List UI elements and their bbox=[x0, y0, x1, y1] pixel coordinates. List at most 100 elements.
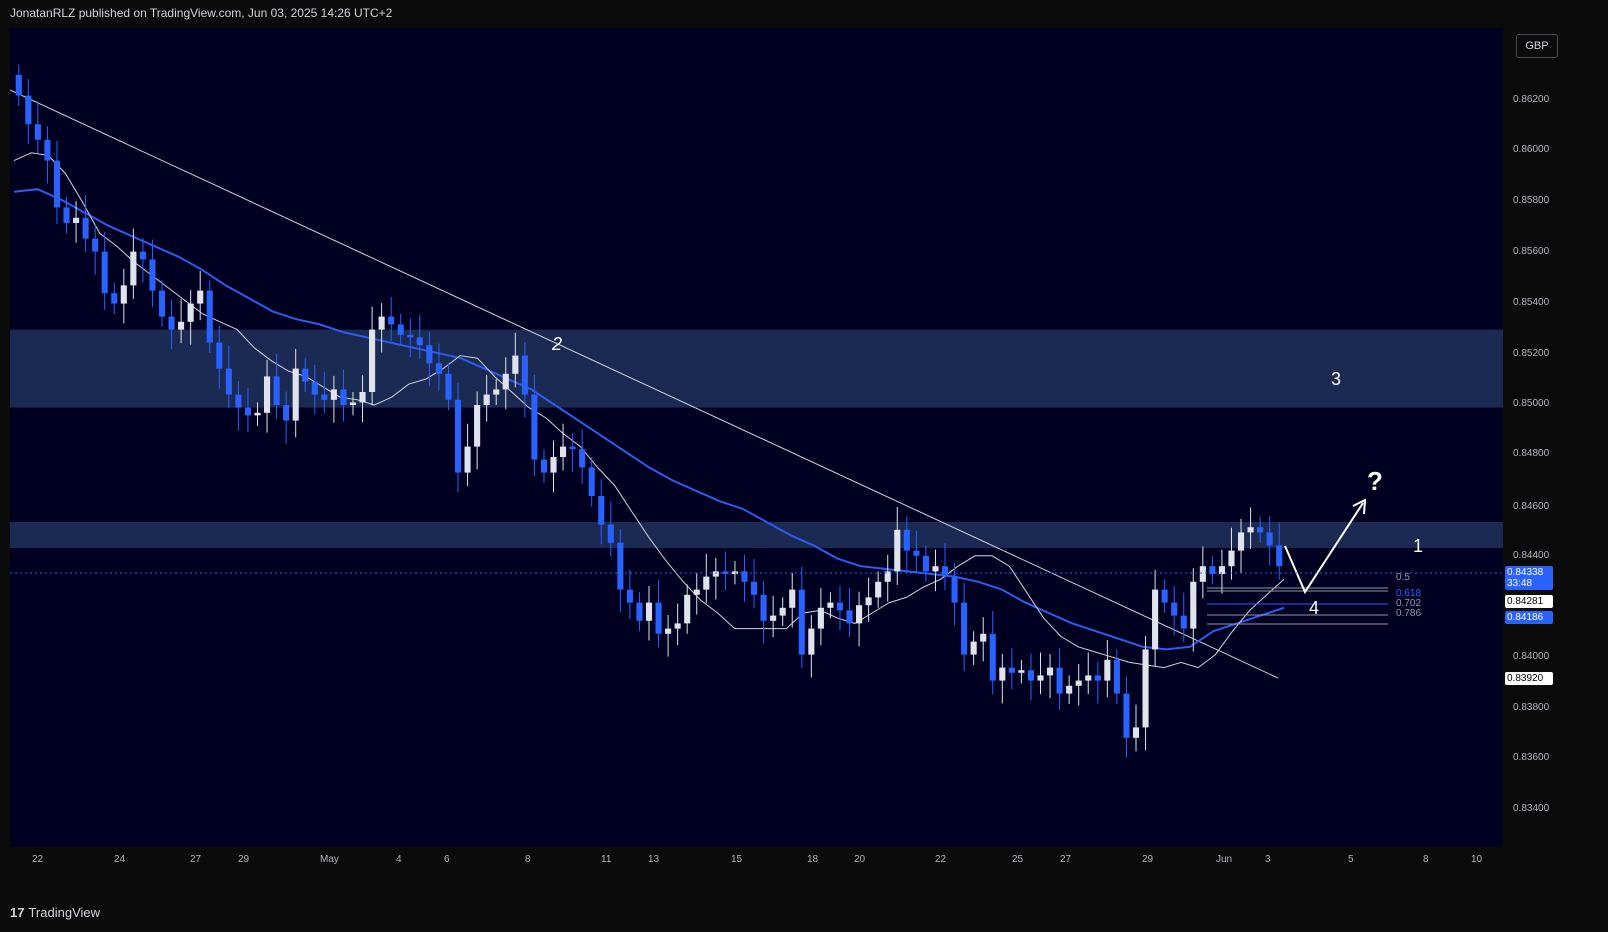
fib-level-label: 0.786 bbox=[1396, 608, 1421, 619]
candle-body bbox=[1218, 566, 1225, 574]
slow-moving-average-line bbox=[13, 188, 1285, 651]
candle-body bbox=[92, 238, 99, 252]
currency-button[interactable]: GBP bbox=[1516, 34, 1558, 58]
candle-body bbox=[225, 368, 232, 395]
candle-body bbox=[569, 446, 576, 450]
candle-body bbox=[951, 576, 958, 603]
candle-body bbox=[1209, 566, 1216, 574]
candle bbox=[1171, 585, 1178, 636]
candle bbox=[1152, 569, 1159, 667]
candle-body bbox=[502, 373, 509, 390]
candle-body bbox=[416, 337, 423, 346]
candle bbox=[1085, 652, 1092, 695]
candle-body bbox=[798, 589, 805, 655]
price-axis-marker: 0.84338 33:48 bbox=[1505, 566, 1553, 590]
candle bbox=[407, 318, 414, 358]
price-tick-label: 0.85800 bbox=[1513, 195, 1550, 206]
price-tick-label: 0.83400 bbox=[1513, 803, 1550, 814]
candle-body bbox=[1247, 527, 1254, 533]
candle-body bbox=[1027, 670, 1035, 681]
candle-body bbox=[454, 399, 462, 473]
candle bbox=[617, 529, 624, 613]
candle bbox=[273, 353, 280, 419]
time-tick-label: 18 bbox=[807, 854, 819, 865]
time-tick-label: 8 bbox=[525, 854, 531, 865]
candle-body bbox=[665, 628, 672, 634]
candle-body bbox=[760, 594, 767, 621]
candle bbox=[550, 440, 557, 493]
candle bbox=[865, 577, 872, 622]
candle-body bbox=[1180, 615, 1187, 629]
candle bbox=[655, 579, 662, 648]
time-tick-label: 4 bbox=[396, 854, 402, 865]
candle bbox=[178, 298, 185, 344]
time-tick-label: 15 bbox=[731, 854, 743, 865]
candle-body bbox=[302, 368, 309, 382]
candle-body bbox=[512, 355, 519, 374]
candle bbox=[53, 140, 61, 225]
candle-body bbox=[1237, 532, 1245, 551]
candle-body bbox=[206, 290, 213, 343]
candle-body bbox=[560, 446, 567, 457]
candle-body bbox=[655, 602, 662, 634]
candle bbox=[416, 314, 423, 359]
time-tick-label: 10 bbox=[1471, 854, 1483, 865]
candle-body bbox=[359, 392, 366, 403]
chart-plot-area[interactable]: 0.5 0.618 0.702 0.786 3 1 2 4? bbox=[10, 28, 1503, 847]
candle-body bbox=[703, 576, 710, 590]
time-tick-label: 25 bbox=[1012, 854, 1024, 865]
candle bbox=[149, 239, 156, 308]
candle bbox=[779, 597, 786, 626]
candle-body bbox=[1257, 527, 1264, 533]
candle bbox=[665, 615, 672, 657]
candle bbox=[1237, 518, 1245, 574]
price-tick-label: 0.86200 bbox=[1513, 94, 1550, 105]
candle bbox=[25, 78, 32, 144]
candle bbox=[512, 332, 519, 388]
candle bbox=[1037, 652, 1044, 695]
candle bbox=[349, 392, 357, 416]
candle bbox=[1199, 546, 1206, 599]
candle bbox=[598, 479, 605, 545]
candle bbox=[321, 371, 328, 414]
candle bbox=[158, 280, 166, 327]
candle bbox=[369, 306, 376, 406]
price-tick-label: 0.84800 bbox=[1513, 448, 1550, 459]
candle-body bbox=[636, 602, 643, 621]
candle bbox=[111, 282, 118, 314]
candle-body bbox=[321, 394, 328, 400]
price-tick-label: 0.85600 bbox=[1513, 246, 1550, 257]
candle bbox=[82, 194, 89, 253]
candle-body bbox=[1008, 667, 1015, 673]
candle-body bbox=[1094, 675, 1101, 681]
candle-body bbox=[311, 381, 318, 395]
candle-body bbox=[216, 342, 223, 369]
candle bbox=[397, 314, 404, 346]
candle-body bbox=[607, 524, 614, 543]
candle bbox=[206, 280, 213, 353]
candle-body bbox=[540, 459, 548, 473]
price-tick-label: 0.85400 bbox=[1513, 297, 1550, 308]
candle bbox=[645, 585, 653, 641]
candle bbox=[1257, 516, 1264, 543]
candle-body bbox=[283, 405, 290, 421]
candle-body bbox=[139, 251, 146, 260]
time-tick-label: 5 bbox=[1348, 854, 1354, 865]
candle bbox=[464, 423, 471, 487]
candle bbox=[1056, 647, 1063, 711]
price-axis[interactable]: 0.86200 0.86000 0.85800 0.85600 0.85400 0.852… bbox=[1505, 28, 1601, 847]
candle-body bbox=[244, 407, 252, 416]
time-tick-label: 22 bbox=[935, 854, 947, 865]
candle bbox=[836, 585, 844, 631]
candle bbox=[216, 325, 223, 389]
candle bbox=[378, 303, 385, 353]
candle bbox=[531, 374, 538, 477]
candle-body bbox=[531, 394, 538, 460]
candle-body bbox=[941, 566, 949, 577]
candle bbox=[693, 572, 700, 615]
candle-body bbox=[388, 316, 395, 325]
candle bbox=[989, 610, 996, 695]
candle bbox=[903, 516, 910, 574]
candle bbox=[101, 231, 108, 310]
